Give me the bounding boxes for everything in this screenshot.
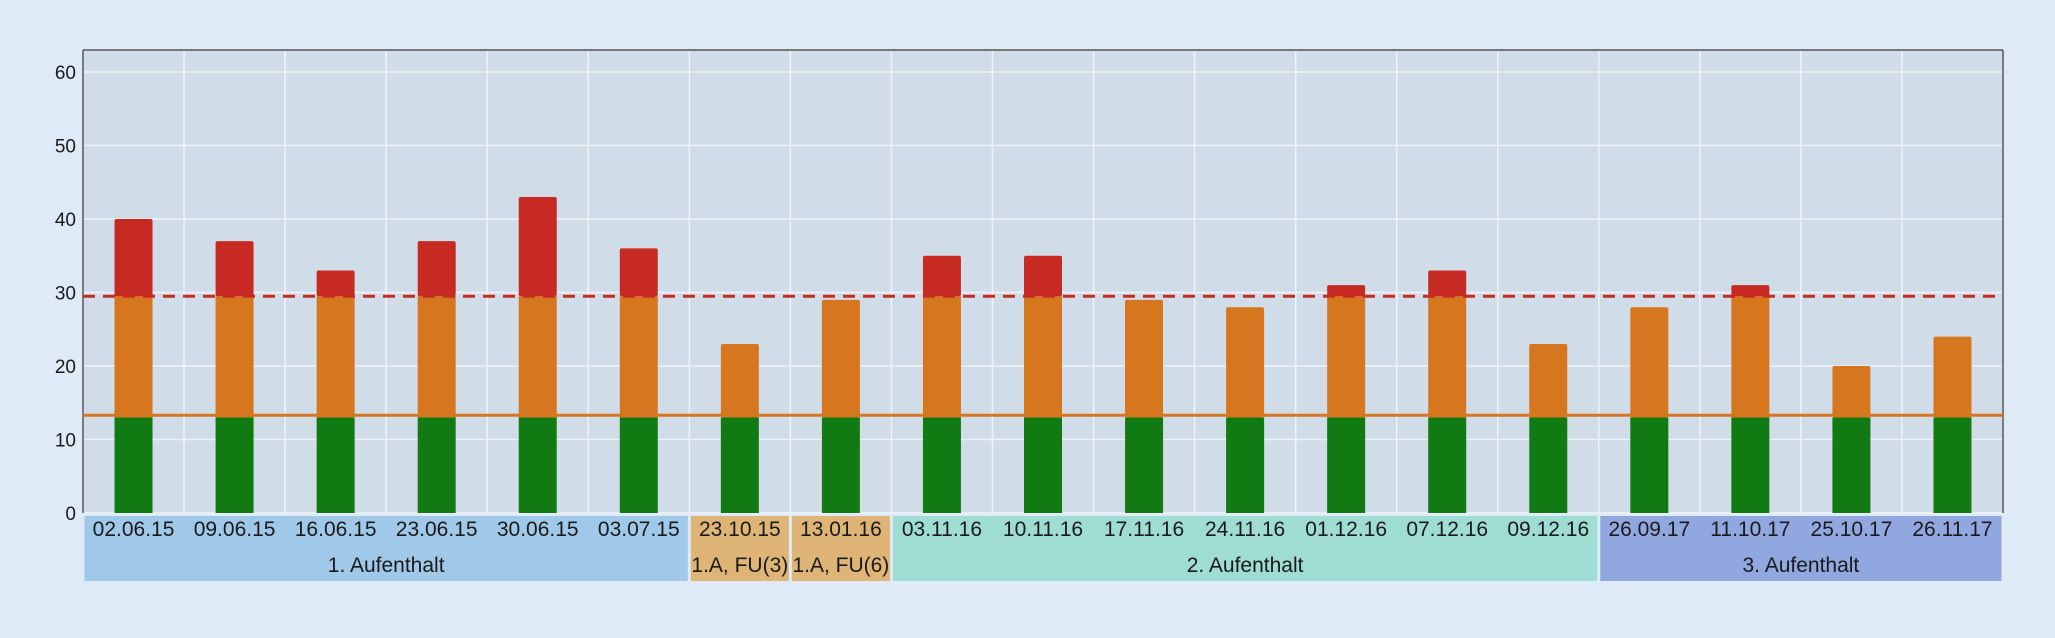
bar-segment: [1731, 285, 1770, 297]
y-tick-label: 30: [55, 284, 76, 305]
y-tick-label: 0: [65, 504, 76, 525]
bar-segment: [316, 296, 355, 418]
bar-segment: [1226, 417, 1265, 513]
bar-segment: [1125, 299, 1164, 418]
bar-segment: [1428, 417, 1467, 513]
bar-segment: [1024, 417, 1062, 513]
bar-segment: [720, 417, 759, 513]
bar-segment: [1832, 366, 1871, 418]
x-tick-label: 07.12.16: [1406, 518, 1488, 541]
x-tick-label: 26.11.17: [1912, 518, 1992, 541]
bar-segment: [1731, 417, 1770, 513]
x-tick-label: 10.11.16: [1003, 518, 1083, 541]
bar-segment: [1630, 417, 1669, 513]
group-band: [690, 516, 789, 581]
group-label: 2. Aufenthalt: [1187, 554, 1304, 577]
bar-segment: [720, 343, 759, 418]
bar-segment: [114, 296, 153, 418]
bar-segment: [619, 296, 658, 418]
y-tick-label: 20: [55, 357, 76, 378]
bar-segment: [619, 248, 658, 297]
x-tick-label: 30.06.15: [497, 518, 579, 541]
reference-lines: [83, 294, 2003, 417]
bar-segment: [1428, 296, 1467, 418]
x-tick-label: 01.12.16: [1305, 518, 1387, 541]
y-tick-label: 60: [55, 63, 76, 84]
x-tick-label: 24.11.16: [1205, 518, 1285, 541]
bar-segment: [316, 417, 355, 513]
bar-segment: [215, 241, 254, 297]
y-tick-label: 40: [55, 210, 76, 231]
bar-segment: [1024, 255, 1062, 297]
bar-segment: [922, 417, 961, 513]
bar-segment: [619, 417, 658, 513]
bar-segment: [1529, 417, 1568, 513]
x-tick-label: 25.10.17: [1811, 518, 1893, 541]
bar-segment: [1731, 296, 1770, 418]
bar-segment: [316, 270, 355, 297]
x-tick-label: 17.11.16: [1104, 518, 1184, 541]
bar-segment: [1125, 417, 1164, 513]
bar-segment: [1630, 307, 1669, 418]
bar-segment: [1327, 296, 1366, 418]
bar-segment: [518, 196, 557, 297]
bar-segment: [922, 255, 961, 297]
y-tick-label: 10: [55, 431, 76, 452]
bar-segment: [215, 296, 254, 418]
bar-segment: [1529, 343, 1568, 418]
bar-segment: [922, 296, 961, 418]
bar-segment: [114, 417, 153, 513]
y-tick-label: 50: [55, 137, 76, 158]
bar-segment: [1327, 417, 1366, 513]
group-label: 1.A, FU(3): [691, 554, 788, 577]
bar-segment: [821, 299, 860, 418]
bar-segment: [114, 219, 153, 297]
x-tick-label: 02.06.15: [93, 518, 175, 541]
bar-segment: [1024, 296, 1062, 418]
bar-segment: [1327, 285, 1366, 297]
group-label: 1.A, FU(6): [792, 554, 889, 577]
bars: [114, 196, 1972, 513]
bar-segment: [215, 417, 254, 513]
group-band: [791, 516, 890, 581]
x-tick-label: 16.06.15: [295, 518, 377, 541]
x-tick-label: 03.07.15: [598, 518, 680, 541]
x-axis-labels: 02.06.15 09.06.15 16.06.15 23.06.15 30.06.15…: [93, 518, 1993, 541]
group-label: 1. Aufenthalt: [328, 554, 445, 577]
bar-segment: [417, 241, 456, 297]
group-bands: 1. Aufenthalt 1.A, FU(3) 1.A, FU(6) 2. Aufe…: [84, 516, 2002, 581]
bar-segment: [821, 417, 860, 513]
x-tick-label: 03.11.16: [902, 518, 982, 541]
bar-segment: [1226, 307, 1265, 418]
group-band: [892, 516, 1598, 581]
x-tick-label: 09.06.15: [194, 518, 276, 541]
bar-segment: [417, 417, 456, 513]
x-tick-label: 26.09.17: [1608, 518, 1690, 541]
bar-segment: [417, 296, 456, 418]
bar-segment: [1428, 270, 1467, 297]
bar-segment: [1933, 417, 1972, 513]
group-label: 3. Aufenthalt: [1743, 554, 1860, 577]
x-tick-label: 23.10.15: [699, 518, 781, 541]
x-tick-label: 09.12.16: [1507, 518, 1589, 541]
y-axis: 0 10 20 30 40 50 60: [55, 63, 76, 525]
group-band: [84, 516, 688, 581]
x-tick-label: 23.06.15: [396, 518, 478, 541]
bar-segment: [518, 296, 557, 418]
bar-segment: [518, 417, 557, 513]
bar-segment: [1933, 336, 1972, 418]
bar-segment: [1832, 417, 1871, 513]
group-band: [1600, 516, 2002, 581]
x-tick-label: 13.01.16: [800, 518, 882, 541]
x-tick-label: 11.10.17: [1710, 518, 1790, 541]
